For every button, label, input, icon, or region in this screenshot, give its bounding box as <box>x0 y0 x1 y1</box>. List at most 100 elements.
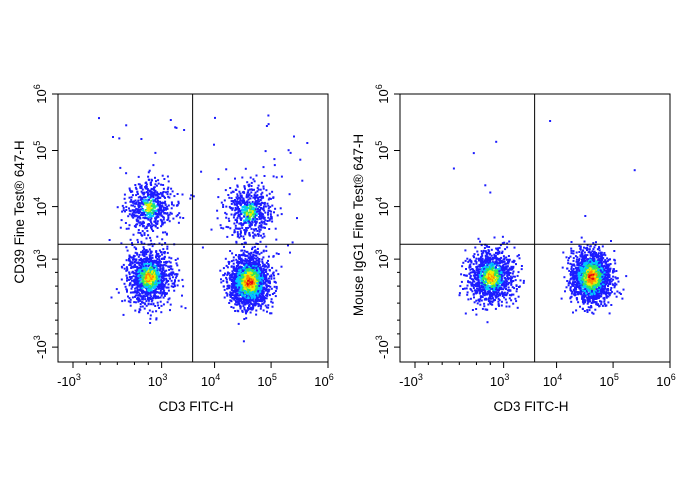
event-dot <box>157 227 159 229</box>
event-dot <box>236 290 238 292</box>
event-dot <box>159 260 161 262</box>
event-dot <box>137 241 139 243</box>
event-dot <box>136 254 138 256</box>
event-dot <box>233 277 235 279</box>
event-dot <box>234 231 236 233</box>
event-dot <box>248 185 250 187</box>
event-dot <box>228 272 230 274</box>
event-dot <box>258 270 260 272</box>
event-dot <box>231 273 233 275</box>
event-dot <box>249 262 251 264</box>
event-dot <box>220 224 222 226</box>
event-dot <box>165 191 167 193</box>
event-dot <box>171 268 173 270</box>
event-dot <box>258 278 260 280</box>
event-dot <box>235 300 237 302</box>
event-dot <box>264 219 266 221</box>
event-dot <box>229 227 231 229</box>
event-dot <box>486 294 488 296</box>
event-dot <box>125 202 127 204</box>
event-dot <box>150 294 152 296</box>
event-dot <box>262 208 264 210</box>
event-dot <box>140 138 142 140</box>
event-dot <box>256 276 258 278</box>
event-dot <box>152 297 154 299</box>
event-dot <box>496 292 498 294</box>
event-dot <box>167 176 169 178</box>
event-dot <box>266 125 268 127</box>
event-dot <box>482 308 484 310</box>
event-dot <box>229 294 231 296</box>
event-dot <box>140 295 142 297</box>
event-dot <box>274 208 276 210</box>
event-dot <box>178 280 180 282</box>
event-dot <box>499 247 501 249</box>
event-dot <box>473 287 475 289</box>
event-dot <box>244 232 246 234</box>
event-dot <box>254 297 256 299</box>
event-dot <box>239 292 241 294</box>
event-dot <box>172 218 174 220</box>
event-dot <box>263 309 265 311</box>
event-dot <box>269 193 271 195</box>
event-dot <box>231 203 233 205</box>
event-dot <box>487 321 489 323</box>
event-dot <box>228 302 230 304</box>
event-dot <box>149 322 151 324</box>
event-dot <box>251 294 253 296</box>
event-dot <box>155 310 157 312</box>
event-dot <box>166 281 168 283</box>
event-dot <box>144 302 146 304</box>
event-dot <box>495 308 497 310</box>
event-dot <box>254 180 256 182</box>
event-dot <box>476 274 478 276</box>
event-dot <box>157 304 159 306</box>
event-dot <box>497 272 499 274</box>
event-dot <box>129 188 131 190</box>
event-dot <box>135 282 137 284</box>
event-dot <box>222 227 224 229</box>
event-dot <box>146 214 148 216</box>
event-dot <box>238 208 240 210</box>
event-dot <box>142 287 144 289</box>
event-dot <box>129 283 131 285</box>
event-dot <box>138 311 140 313</box>
event-dot <box>152 276 154 278</box>
event-dot <box>132 194 134 196</box>
event-dot <box>168 266 170 268</box>
event-dot <box>146 249 148 251</box>
event-dot <box>252 308 254 310</box>
event-dot <box>174 126 176 128</box>
y-tick-label: -103 <box>32 335 49 359</box>
event-dot <box>237 195 239 197</box>
event-dot <box>225 189 227 191</box>
event-dot <box>273 158 275 160</box>
event-dot <box>264 203 266 205</box>
event-dot <box>251 222 253 224</box>
event-dot <box>259 253 261 255</box>
event-dot <box>138 202 140 204</box>
event-dot <box>268 123 270 125</box>
event-dot <box>137 239 139 241</box>
event-dot <box>135 203 137 205</box>
event-dot <box>154 152 156 154</box>
y-axis-label: CD39 Fine Test® 647-H <box>12 140 27 283</box>
event-dot <box>521 268 523 270</box>
event-dot <box>125 172 127 174</box>
event-dot <box>480 287 482 289</box>
event-dot <box>231 214 233 216</box>
event-dot <box>228 261 230 263</box>
event-dot <box>252 279 254 281</box>
event-dot <box>156 271 158 273</box>
event-dot <box>148 263 150 265</box>
event-dot <box>242 270 244 272</box>
event-dot <box>299 159 301 161</box>
event-dot <box>136 223 138 225</box>
event-dot <box>248 193 250 195</box>
event-dot <box>124 300 126 302</box>
event-dot <box>162 195 164 197</box>
event-dot <box>261 291 263 293</box>
event-dot <box>242 303 244 305</box>
event-dot <box>144 217 146 219</box>
